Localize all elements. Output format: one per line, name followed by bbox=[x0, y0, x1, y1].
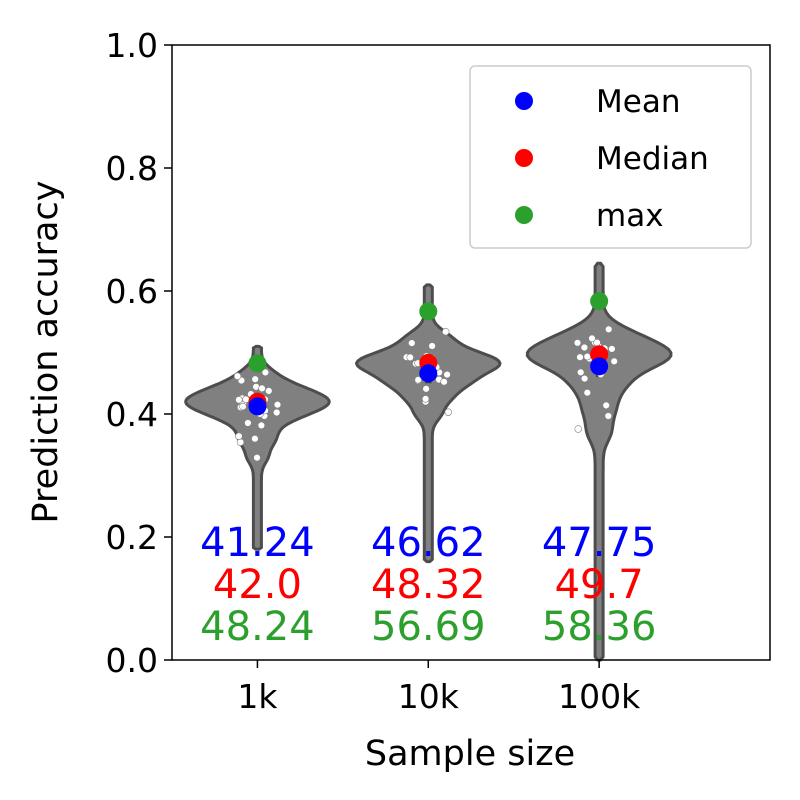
mean-marker-100k bbox=[590, 357, 609, 376]
y-tick-label: 0.6 bbox=[106, 272, 158, 311]
median-label-1k: 42.0 bbox=[213, 562, 302, 608]
data-point bbox=[242, 395, 250, 404]
axes-layer: 0.0 0.2 0.4 0.6 0.8 1.0 1k 10k 100k bbox=[106, 26, 642, 716]
data-point bbox=[583, 389, 591, 397]
data-point bbox=[604, 412, 612, 420]
data-point bbox=[608, 345, 616, 353]
max-marker-100k bbox=[590, 292, 609, 311]
mean-label-1k: 41.24 bbox=[200, 520, 315, 566]
data-point bbox=[610, 357, 618, 365]
y-tick-label: 0.2 bbox=[106, 518, 158, 557]
legend-marker-median bbox=[515, 149, 533, 167]
max-marker-1k bbox=[248, 354, 267, 373]
legend-marker-max bbox=[515, 206, 533, 224]
data-point bbox=[428, 342, 436, 350]
data-point bbox=[442, 328, 450, 336]
y-axis-label: Prediction accuracy bbox=[26, 181, 66, 524]
data-point bbox=[273, 408, 281, 417]
data-point bbox=[444, 408, 452, 416]
mean-label-10k: 46.62 bbox=[371, 520, 486, 566]
data-point bbox=[576, 353, 584, 361]
data-point bbox=[421, 395, 430, 403]
data-point bbox=[422, 385, 430, 393]
data-point bbox=[261, 368, 270, 377]
data-point bbox=[576, 368, 585, 376]
data-point bbox=[414, 376, 422, 384]
legend-label-max: max bbox=[596, 198, 664, 234]
max-marker-10k bbox=[419, 302, 438, 321]
data-point bbox=[233, 372, 242, 380]
data-point bbox=[253, 454, 261, 462]
data-point bbox=[408, 339, 416, 347]
violin-100k bbox=[525, 261, 673, 662]
data-point bbox=[236, 438, 245, 446]
data-point bbox=[443, 370, 451, 379]
data-point bbox=[440, 378, 448, 386]
data-point bbox=[239, 402, 247, 411]
max-label-10k: 56.69 bbox=[371, 604, 486, 650]
data-point bbox=[265, 387, 273, 395]
data-point bbox=[251, 435, 259, 443]
data-point bbox=[251, 375, 259, 383]
y-tick-label: 1.0 bbox=[106, 26, 158, 65]
legend-label-mean: Mean bbox=[596, 84, 680, 120]
data-point bbox=[406, 353, 414, 362]
legend-label-median: Median bbox=[596, 141, 709, 177]
data-point bbox=[580, 374, 589, 383]
mean-marker-1k bbox=[248, 397, 267, 416]
median-label-100k: 49.7 bbox=[555, 562, 644, 608]
data-point bbox=[273, 401, 282, 409]
legend-box bbox=[469, 65, 752, 249]
data-point bbox=[604, 325, 613, 333]
violins-layer bbox=[184, 261, 673, 662]
data-point bbox=[574, 425, 582, 433]
legend: Mean Median max bbox=[469, 65, 752, 249]
data-point bbox=[235, 396, 243, 404]
data-point bbox=[573, 339, 582, 347]
data-point bbox=[602, 401, 610, 410]
data-point bbox=[258, 384, 266, 393]
x-tick-label: 1k bbox=[237, 677, 278, 716]
legend-marker-mean bbox=[515, 92, 533, 110]
x-tick-label: 10k bbox=[398, 677, 460, 716]
data-point bbox=[235, 432, 243, 440]
plot-frame bbox=[171, 44, 771, 661]
y-tick-label: 0.0 bbox=[106, 641, 158, 680]
median-label-10k: 48.32 bbox=[371, 562, 486, 608]
x-axis-label: Sample size bbox=[365, 734, 575, 774]
max-label-100k: 58.36 bbox=[542, 604, 657, 650]
mean-marker-10k bbox=[419, 364, 438, 383]
violin-10k bbox=[354, 283, 502, 564]
max-label-1k: 48.24 bbox=[200, 604, 315, 650]
y-tick-label: 0.8 bbox=[106, 149, 158, 188]
data-point bbox=[257, 421, 266, 430]
data-point bbox=[583, 352, 591, 361]
data-point bbox=[580, 343, 589, 352]
x-tick-label: 100k bbox=[558, 677, 641, 716]
mean-label-100k: 47.75 bbox=[542, 520, 657, 566]
violin-1k bbox=[184, 344, 331, 551]
stats-layer bbox=[248, 292, 609, 416]
data-point bbox=[588, 334, 596, 343]
data-point bbox=[244, 419, 252, 427]
y-tick-label: 0.4 bbox=[106, 395, 158, 434]
